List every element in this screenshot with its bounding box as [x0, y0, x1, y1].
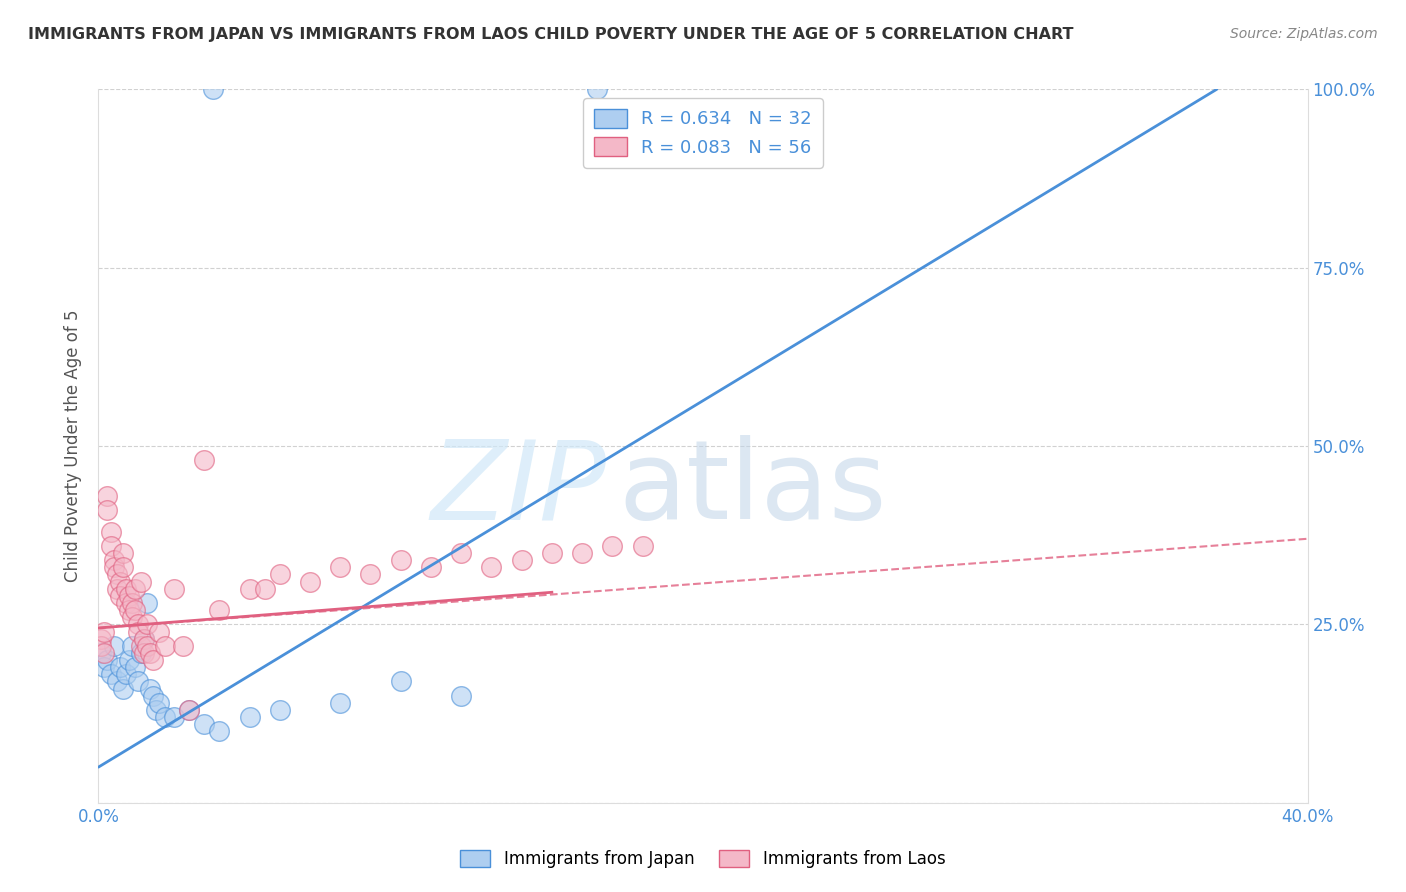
Point — [127, 617, 149, 632]
Point — [389, 674, 412, 689]
Point — [96, 653, 118, 667]
Point — [118, 603, 141, 617]
Point — [145, 703, 167, 717]
Point — [129, 639, 152, 653]
Point — [111, 546, 134, 560]
Point — [124, 582, 146, 596]
Text: IMMIGRANTS FROM JAPAN VS IMMIGRANTS FROM LAOS CHILD POVERTY UNDER THE AGE OF 5 C: IMMIGRANTS FROM JAPAN VS IMMIGRANTS FROM… — [28, 27, 1074, 42]
Point — [129, 574, 152, 589]
Point — [118, 653, 141, 667]
Point — [510, 553, 533, 567]
Point — [129, 646, 152, 660]
Point — [124, 660, 146, 674]
Text: ZIP: ZIP — [430, 435, 606, 542]
Point — [153, 710, 176, 724]
Point — [111, 681, 134, 696]
Point — [139, 681, 162, 696]
Point — [103, 560, 125, 574]
Point — [239, 710, 262, 724]
Point — [121, 639, 143, 653]
Point — [105, 582, 128, 596]
Point — [153, 639, 176, 653]
Point — [90, 639, 112, 653]
Point — [111, 560, 134, 574]
Point — [208, 724, 231, 739]
Point — [135, 596, 157, 610]
Point — [571, 546, 593, 560]
Text: Source: ZipAtlas.com: Source: ZipAtlas.com — [1230, 27, 1378, 41]
Point — [299, 574, 322, 589]
Point — [481, 560, 503, 574]
Point — [100, 524, 122, 539]
Point — [389, 553, 412, 567]
Point — [172, 639, 194, 653]
Point — [253, 582, 276, 596]
Point — [93, 646, 115, 660]
Point — [124, 603, 146, 617]
Point — [202, 82, 225, 96]
Point — [90, 646, 112, 660]
Point — [602, 539, 624, 553]
Y-axis label: Child Poverty Under the Age of 5: Child Poverty Under the Age of 5 — [65, 310, 83, 582]
Point — [114, 596, 136, 610]
Point — [90, 632, 112, 646]
Point — [135, 639, 157, 653]
Point — [193, 717, 215, 731]
Point — [269, 703, 291, 717]
Point — [132, 632, 155, 646]
Text: atlas: atlas — [619, 435, 887, 542]
Point — [179, 703, 201, 717]
Point — [360, 567, 382, 582]
Point — [142, 653, 165, 667]
Point — [108, 660, 131, 674]
Point — [329, 696, 352, 710]
Point — [100, 667, 122, 681]
Point — [450, 546, 472, 560]
Point — [540, 546, 562, 560]
Point — [121, 610, 143, 624]
Point — [96, 503, 118, 517]
Point — [108, 589, 131, 603]
Point — [148, 696, 170, 710]
Point — [208, 603, 231, 617]
Point — [93, 660, 115, 674]
Point — [586, 82, 609, 96]
Point — [103, 639, 125, 653]
Point — [127, 624, 149, 639]
Point — [148, 624, 170, 639]
Point — [118, 589, 141, 603]
Point — [631, 539, 654, 553]
Point — [142, 689, 165, 703]
Point — [96, 489, 118, 503]
Point — [93, 624, 115, 639]
Point — [114, 667, 136, 681]
Point — [163, 710, 186, 724]
Point — [420, 560, 443, 574]
Point — [105, 567, 128, 582]
Point — [108, 574, 131, 589]
Point — [103, 553, 125, 567]
Point — [239, 582, 262, 596]
Point — [132, 632, 155, 646]
Point — [163, 582, 186, 596]
Point — [132, 646, 155, 660]
Legend: Immigrants from Japan, Immigrants from Laos: Immigrants from Japan, Immigrants from L… — [454, 843, 952, 875]
Point — [450, 689, 472, 703]
Point — [105, 674, 128, 689]
Point — [329, 560, 352, 574]
Point — [121, 596, 143, 610]
Point — [193, 453, 215, 467]
Point — [139, 646, 162, 660]
Point — [269, 567, 291, 582]
Point — [114, 582, 136, 596]
Point — [100, 539, 122, 553]
Point — [127, 674, 149, 689]
Point — [179, 703, 201, 717]
Legend: R = 0.634   N = 32, R = 0.083   N = 56: R = 0.634 N = 32, R = 0.083 N = 56 — [583, 98, 823, 168]
Point — [135, 617, 157, 632]
